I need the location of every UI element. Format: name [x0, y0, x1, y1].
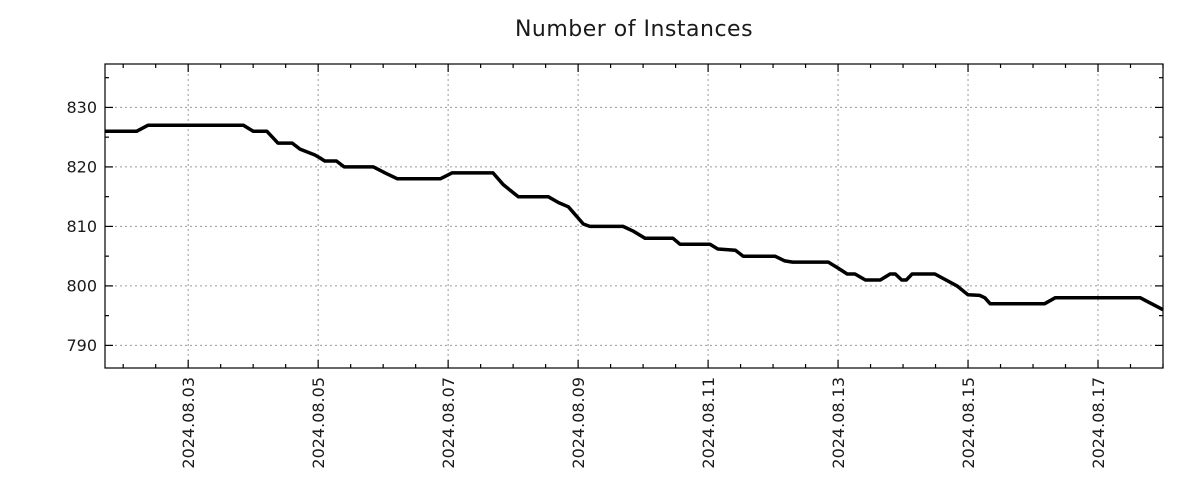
x-tick-label: 2024.08.03 — [179, 377, 198, 469]
y-tick-label: 830 — [66, 98, 97, 117]
x-tick-label: 2024.08.07 — [439, 377, 458, 469]
x-tick-label: 2024.08.13 — [829, 377, 848, 469]
x-tick-label: 2024.08.11 — [699, 377, 718, 469]
x-tick-label: 2024.08.05 — [309, 377, 328, 469]
x-tick-label: 2024.08.17 — [1089, 377, 1108, 469]
y-tick-label: 810 — [66, 217, 97, 236]
x-tick-label: 2024.08.09 — [569, 377, 588, 469]
x-tick-label: 2024.08.15 — [959, 377, 978, 469]
y-tick-label: 820 — [66, 157, 97, 176]
plot-frame — [104, 63, 1164, 369]
y-tick-label: 790 — [66, 336, 97, 355]
chart-title: Number of Instances — [514, 17, 754, 42]
data-line-instances — [105, 123, 1164, 312]
y-tick-label: 800 — [66, 276, 97, 295]
